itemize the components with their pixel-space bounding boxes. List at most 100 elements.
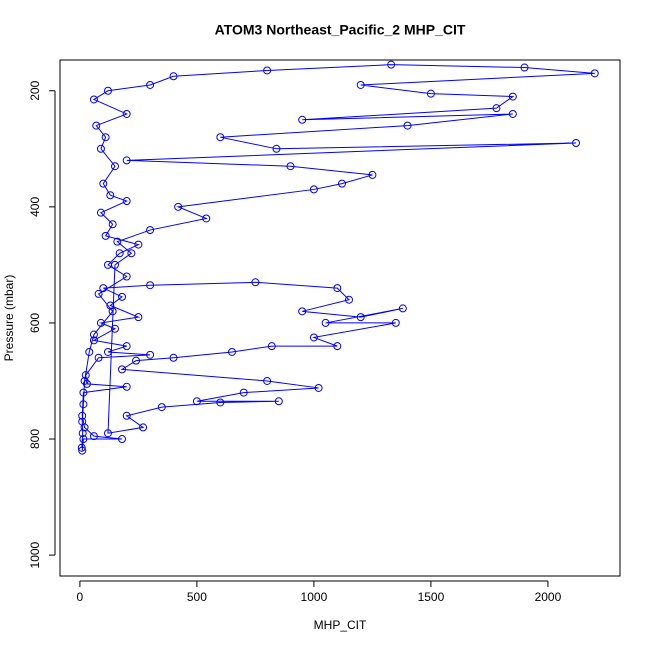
- y-tick-label: 200: [28, 80, 42, 100]
- data-point: [333, 284, 342, 293]
- data-point: [202, 214, 211, 223]
- data-point: [108, 307, 117, 316]
- data-point: [398, 304, 407, 313]
- data-point: [169, 353, 178, 362]
- data-point: [508, 109, 517, 118]
- data-point: [103, 429, 112, 438]
- data-point: [146, 80, 155, 89]
- data-point: [572, 139, 581, 148]
- data-point: [286, 162, 295, 171]
- y-axis-label: Pressure (mbar): [2, 275, 16, 362]
- data-point: [122, 109, 131, 118]
- data-point: [122, 197, 131, 206]
- data-point: [216, 133, 225, 142]
- y-tick-label: 1000: [28, 541, 42, 568]
- x-tick-label: 1000: [301, 590, 328, 604]
- data-point: [216, 398, 225, 407]
- data-point: [314, 383, 323, 392]
- plot-box: [59, 59, 621, 577]
- data-point: [101, 231, 110, 240]
- data-point: [103, 260, 112, 269]
- data-point: [106, 191, 115, 200]
- data-point: [391, 318, 400, 327]
- data-point: [263, 376, 272, 385]
- data-point: [127, 249, 136, 258]
- data-point: [251, 278, 260, 287]
- data-point: [77, 443, 86, 452]
- data-point: [108, 220, 117, 229]
- data-point: [356, 313, 365, 322]
- data-point: [590, 69, 599, 78]
- data-point: [274, 397, 283, 406]
- data-point: [174, 202, 183, 211]
- y-tick-label: 600: [28, 313, 42, 333]
- data-point: [78, 417, 87, 426]
- data-point: [139, 423, 148, 432]
- data-point: [85, 347, 94, 356]
- data-point: [387, 60, 396, 69]
- x-axis-label: MHP_CIT: [314, 618, 367, 632]
- data-point: [169, 72, 178, 81]
- data-point: [520, 63, 529, 72]
- x-tick-label: 500: [187, 590, 207, 604]
- data-point: [146, 226, 155, 235]
- y-tick-label: 400: [28, 197, 42, 217]
- data-point: [89, 432, 98, 441]
- chart-title: ATOM3 Northeast_Pacific_2 MHP_CIT: [215, 22, 466, 38]
- data-point: [333, 342, 342, 351]
- data-point: [89, 95, 98, 104]
- data-point: [157, 403, 166, 412]
- data-point: [345, 295, 354, 304]
- data-point: [122, 342, 131, 351]
- data-point: [267, 342, 276, 351]
- data-point: [99, 284, 108, 293]
- data-point: [298, 115, 307, 124]
- data-point: [122, 156, 131, 165]
- data-point: [118, 292, 127, 301]
- data-point: [115, 249, 124, 258]
- data-point: [298, 307, 307, 316]
- data-point: [96, 144, 105, 153]
- data-point: [80, 376, 89, 385]
- data-point: [81, 371, 90, 380]
- data-point: [146, 281, 155, 290]
- data-point: [96, 318, 105, 327]
- data-point: [122, 272, 131, 281]
- data-point: [122, 411, 131, 420]
- data-point: [99, 179, 108, 188]
- x-tick-label: 1500: [418, 590, 445, 604]
- data-point: [103, 86, 112, 95]
- data-point: [103, 347, 112, 356]
- data-point: [134, 313, 143, 322]
- data-point: [403, 121, 412, 130]
- y-tick-label: 800: [28, 429, 42, 449]
- data-point: [113, 237, 122, 246]
- data-point: [337, 179, 346, 188]
- data-point: [96, 208, 105, 217]
- data-point: [134, 240, 143, 249]
- data-point: [263, 66, 272, 75]
- data-point: [492, 104, 501, 113]
- data-point: [239, 388, 248, 397]
- series-line: [81, 64, 595, 451]
- data-point: [92, 121, 101, 130]
- data-point: [79, 388, 88, 397]
- data-point: [110, 324, 119, 333]
- data-point: [79, 400, 88, 409]
- data-point: [94, 353, 103, 362]
- data-point: [356, 80, 365, 89]
- x-tick-label: 2000: [535, 590, 562, 604]
- data-point: [309, 185, 318, 194]
- data-point: [122, 382, 131, 391]
- data-point: [79, 435, 88, 444]
- data-point: [426, 89, 435, 98]
- data-point: [118, 435, 127, 444]
- data-point: [118, 365, 127, 374]
- data-point: [78, 429, 87, 438]
- data-point: [309, 333, 318, 342]
- data-point: [192, 397, 201, 406]
- data-point: [321, 318, 330, 327]
- data-point: [89, 336, 98, 345]
